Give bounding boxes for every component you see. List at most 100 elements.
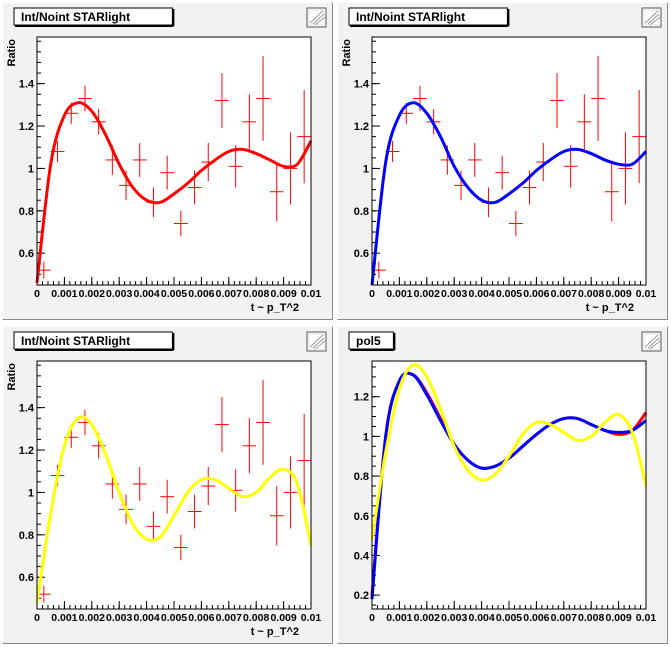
x-tick-label: 0.003 xyxy=(106,612,132,624)
x-tick-label: 0 xyxy=(34,612,40,624)
zoom-icon-hatch xyxy=(644,334,661,350)
series-line-yellow xyxy=(370,363,648,540)
x-tick-label: 0.007 xyxy=(551,612,577,624)
x-tick-label: 0.002 xyxy=(414,612,440,624)
x-axis-label: t ~ p_T^2 xyxy=(586,302,634,314)
data-point xyxy=(160,155,174,190)
x-tick-label: 0.001 xyxy=(386,288,412,300)
title-box: pol5 xyxy=(348,331,396,351)
x-tick-label: 0.01 xyxy=(301,288,322,300)
zoom-icon[interactable] xyxy=(641,331,662,352)
data-point xyxy=(618,132,633,205)
x-tick-label: 0.009 xyxy=(270,612,296,624)
zoom-icon-inner xyxy=(308,333,325,350)
y-tick-label: 1.4 xyxy=(19,403,35,415)
pad-top-right[interactable]: Int/Noint STARlight 0.6 0.8 1 1.2 1.4 0 0.001 0.… xyxy=(337,2,668,320)
x-tick-label: 0.005 xyxy=(496,288,522,300)
x-tick-label: 0.003 xyxy=(106,288,132,300)
data-point xyxy=(146,511,161,542)
y-tick-label: 1 xyxy=(28,487,34,499)
x-tick-label: 0.002 xyxy=(414,288,440,300)
y-tick-label: 0.6 xyxy=(19,248,34,260)
zoom-icon[interactable] xyxy=(306,331,327,352)
x-tick-label: 0.004 xyxy=(468,612,494,624)
y-tick-label: 0.8 xyxy=(19,206,34,218)
x-tick-label: 0.001 xyxy=(51,612,77,624)
data-point xyxy=(283,456,298,529)
y-axis-label: Ratio xyxy=(6,363,18,391)
x-tick-label: 0 xyxy=(369,612,375,624)
x-tick-label: 0.005 xyxy=(496,612,522,624)
x-tick-label: 0 xyxy=(34,288,40,300)
x-tick-label: 0.006 xyxy=(188,612,214,624)
zoom-icon-hatch xyxy=(644,10,661,26)
y-tick-label: 1.2 xyxy=(354,392,369,404)
data-point xyxy=(215,73,229,129)
plot-frame xyxy=(371,360,647,610)
x-tick-label: 0.002 xyxy=(79,288,105,300)
fit-curve xyxy=(35,101,313,284)
zoom-icon-inner xyxy=(643,333,660,350)
x-tick-label: 0.007 xyxy=(216,612,242,624)
zoom-icon-inner xyxy=(308,9,325,26)
data-point xyxy=(509,210,523,237)
x-tick-label: 0 xyxy=(369,288,375,300)
y-tick-label: 1 xyxy=(28,163,34,175)
y-tick-label: 0.8 xyxy=(354,471,369,483)
x-tick-label: 0.003 xyxy=(441,612,467,624)
plot-frame-outline xyxy=(36,360,312,610)
data-point xyxy=(591,56,605,141)
pad-bottom-left[interactable]: Int/Noint STARlight 0.6 0.8 1 1.2 1.4 0 0.001 0.… xyxy=(2,326,333,644)
pad-top-left[interactable]: Int/Noint STARlight 0.6 0.8 1 1.2 1.4 0 0.001 0.… xyxy=(2,2,333,320)
x-tick-label: 0.005 xyxy=(161,612,187,624)
x-tick-label: 0.001 xyxy=(386,612,412,624)
y-tick-label: 0.8 xyxy=(354,206,369,218)
data-point xyxy=(563,145,578,188)
chart-title: Int/Noint STARlight xyxy=(21,10,130,24)
plot-frame-outline xyxy=(371,36,647,286)
chart-title: Int/Noint STARlight xyxy=(356,10,465,24)
x-tick-label: 0.01 xyxy=(636,612,657,624)
plot-frame xyxy=(371,36,647,286)
x-tick-label: 0.009 xyxy=(270,288,296,300)
data-point xyxy=(215,397,229,453)
fit-curve xyxy=(35,415,313,603)
data-point xyxy=(187,494,202,529)
y-tick-label: 1 xyxy=(363,163,369,175)
x-tick-label: 0.004 xyxy=(133,612,159,624)
pad-bottom-right[interactable]: pol5 0.2 0.4 0.6 0.8 1 1.2 0 0.001 0.002 0.003 0.00… xyxy=(337,326,668,644)
data-point xyxy=(174,210,188,237)
data-point xyxy=(228,145,243,188)
plot-frame-outline xyxy=(36,36,312,286)
y-tick-label: 1.4 xyxy=(354,79,370,91)
x-tick-label: 0.008 xyxy=(243,288,269,300)
data-point xyxy=(256,380,270,465)
y-tick-label: 1.2 xyxy=(354,121,369,133)
x-tick-label: 0.006 xyxy=(523,612,549,624)
data-point xyxy=(297,89,311,184)
zoom-icon[interactable] xyxy=(641,7,662,28)
x-tick-label: 0.008 xyxy=(578,288,604,300)
data-point xyxy=(495,155,509,190)
zoom-icon[interactable] xyxy=(306,7,327,28)
data-point xyxy=(201,466,216,506)
title-box: Int/Noint STARlight xyxy=(13,331,175,351)
x-tick-label: 0.009 xyxy=(605,288,631,300)
y-axis-label: Ratio xyxy=(341,39,353,67)
data-point xyxy=(467,142,482,177)
x-axis-label: t ~ p_T^2 xyxy=(251,626,299,638)
data-point xyxy=(242,94,257,150)
data-point xyxy=(78,85,92,112)
title-box: Int/Noint STARlight xyxy=(13,7,175,27)
x-tick-label: 0.006 xyxy=(523,288,549,300)
data-point xyxy=(132,466,147,501)
x-tick-label: 0.008 xyxy=(578,612,604,624)
data-point xyxy=(269,162,284,222)
x-tick-label: 0.003 xyxy=(441,288,467,300)
plot-frame-outline xyxy=(371,360,647,610)
x-tick-label: 0.004 xyxy=(468,288,494,300)
